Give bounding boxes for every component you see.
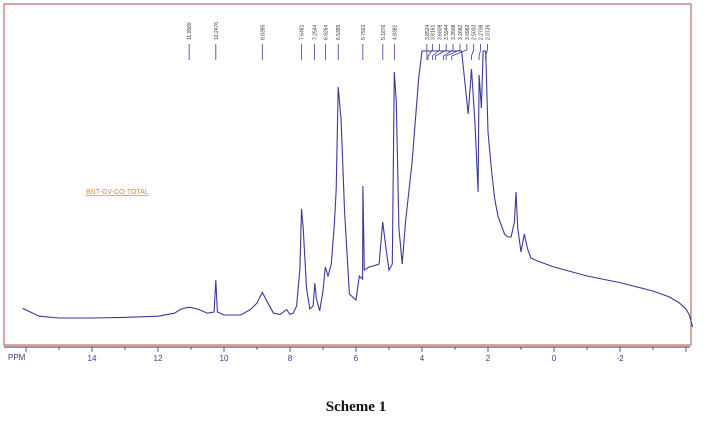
x-tick-label: 4 [420, 354, 425, 363]
peak-label: 5.1876 [381, 24, 387, 40]
peak-label: 3.8524 [425, 24, 431, 40]
x-tick-label: 12 [154, 354, 163, 363]
peak-label: 8.8395 [260, 24, 266, 40]
peak-label: 10.2476 [214, 22, 220, 40]
x-tick-label: 10 [220, 354, 229, 363]
peak-label: 2.5033 [472, 24, 478, 40]
peak-label: 7.2544 [313, 24, 319, 40]
peak-label: 7.6481 [300, 24, 306, 40]
peak-label: 2.2708 [479, 24, 485, 40]
figure-caption: Scheme 1 [325, 399, 387, 415]
x-tick-label: 6 [354, 354, 359, 363]
peak-label: 5.7921 [361, 24, 367, 40]
peak-marker [470, 44, 475, 60]
x-axis-label: PPM [8, 353, 26, 362]
peak-marker [434, 44, 447, 60]
peak-label: 4.8381 [392, 24, 398, 40]
sample-annotation: BNT-GV-CO-TOTAL [86, 189, 149, 196]
peak-label: 3.2682 [458, 24, 464, 40]
peak-label: 6.5395 [336, 24, 342, 40]
peak-label: 3.6809 [437, 24, 443, 40]
peak-label: 11.0569 [187, 22, 193, 40]
x-tick-label: 8 [288, 354, 293, 363]
peak-label: 3.8161 [431, 24, 437, 40]
peak-label: 6.9264 [323, 24, 329, 40]
peak-label: 3.3508 [451, 24, 457, 40]
peak-marker [443, 44, 454, 60]
peak-marker [478, 44, 481, 60]
plot-frame [3, 3, 692, 346]
spectrum-trace [22, 50, 694, 328]
peak-label: 3.0982 [465, 24, 471, 40]
peak-marker [445, 44, 461, 60]
peak-label: 2.0726 [485, 24, 491, 40]
x-tick-label: 14 [88, 354, 97, 363]
x-tick-label: 0 [552, 354, 557, 363]
peak-marker [427, 44, 433, 60]
x-tick-label: 2 [486, 354, 491, 363]
peak-marker [451, 44, 468, 60]
peak-label: 3.5944 [444, 24, 450, 40]
x-tick-label: -2 [616, 354, 624, 363]
peak-marker [432, 44, 440, 60]
